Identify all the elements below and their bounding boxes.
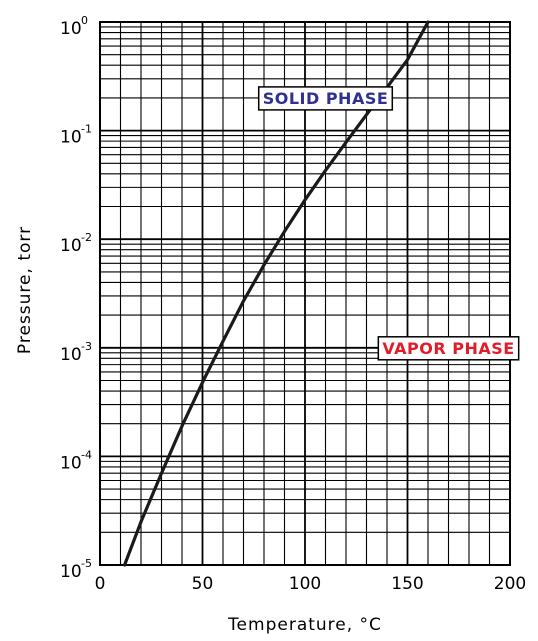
x-tick-label: 200 [494, 574, 526, 594]
x-tick-label: 150 [391, 574, 423, 594]
x-tick-label: 50 [192, 574, 214, 594]
y-tick-base: 10 [60, 19, 82, 39]
y-tick-base: 10 [60, 345, 82, 365]
y-tick-base: 10 [60, 562, 82, 582]
region-label-text: VAPOR PHASE [382, 339, 514, 358]
y-tick-label: 10 -5 [60, 557, 92, 582]
y-tick-base: 10 [60, 236, 82, 256]
plot-frame [99, 21, 511, 566]
region-label-box [377, 336, 520, 361]
y-tick-label: 10 -3 [60, 340, 92, 365]
y-tick-base: 10 [60, 128, 82, 148]
y-tick-exponent: -5 [81, 557, 92, 570]
y-tick-label: 10 -2 [60, 231, 92, 256]
y-tick-base: 10 [60, 453, 82, 473]
y-tick-label: 10 0 [60, 14, 88, 39]
y-axis-label: Pressure, torr [15, 226, 35, 354]
y-tick-exponent: -2 [81, 231, 92, 244]
y-tick-label: 10 -1 [60, 123, 92, 148]
y-tick-exponent: -4 [81, 448, 92, 461]
y-tick-exponent: -1 [81, 123, 92, 136]
y-tick-exponent: -3 [81, 340, 92, 353]
y-tick-label: 10 -4 [60, 448, 92, 473]
annotations: SOLID PHASE VAPOR PHASE [257, 86, 520, 361]
x-tick-label: 0 [95, 574, 106, 594]
x-tick-label: 100 [289, 574, 321, 594]
region-label-1: VAPOR PHASE [377, 336, 520, 361]
region-label-box [257, 86, 394, 111]
y-tick-exponent: 0 [81, 14, 88, 27]
region-label-text: SOLID PHASE [263, 89, 389, 108]
region-label-0: SOLID PHASE [257, 86, 394, 111]
x-axis-label: Temperature, °C [227, 615, 382, 635]
